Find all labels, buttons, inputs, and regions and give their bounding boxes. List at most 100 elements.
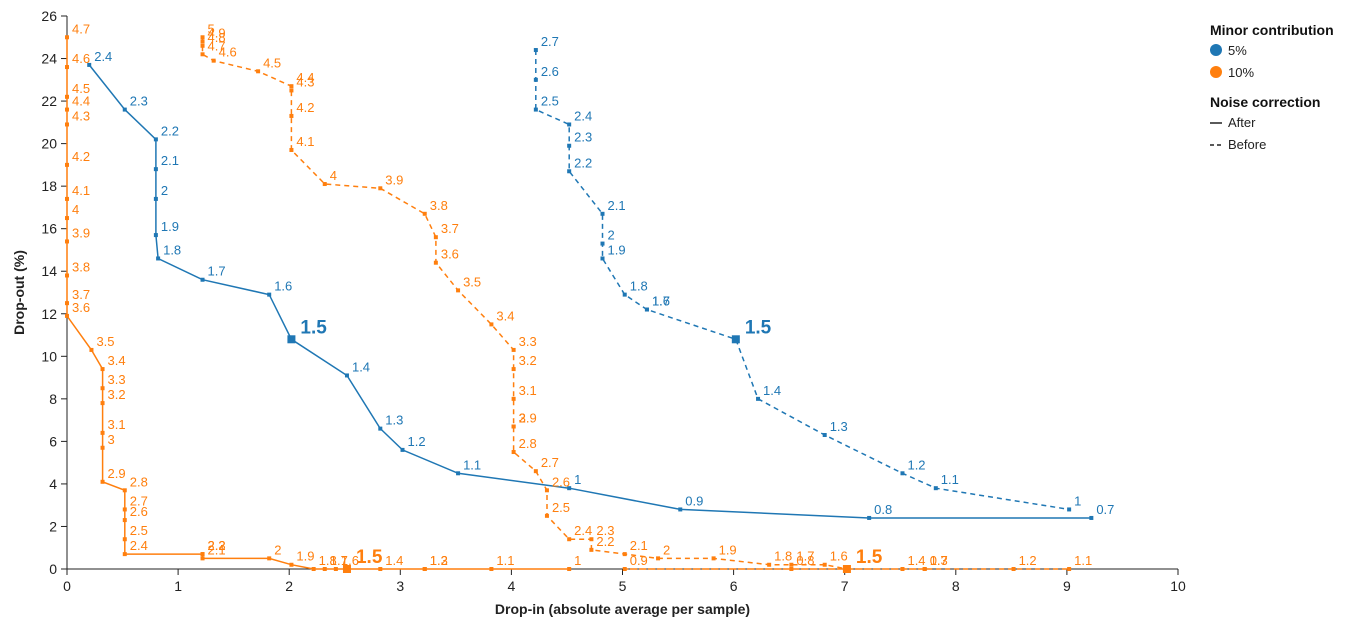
data-point: [600, 256, 605, 261]
data-label: 1.1: [1074, 553, 1092, 568]
data-label: 1.8: [630, 279, 648, 294]
data-point: [933, 486, 938, 491]
data-label: 2.1: [630, 538, 648, 553]
data-label: 2.6: [541, 64, 559, 79]
data-point: [511, 396, 516, 401]
data-point: [289, 88, 294, 93]
data-label: 2.7: [130, 493, 148, 508]
data-label: 1: [574, 553, 581, 568]
data-point: [122, 518, 127, 523]
data-label: 1.2: [1019, 553, 1037, 568]
x-tick-label: 1: [174, 578, 182, 594]
data-label: 1.7: [652, 294, 670, 309]
data-point: [511, 424, 516, 429]
data-point: [100, 479, 105, 484]
data-point: [544, 488, 549, 493]
data-point: [678, 507, 683, 512]
data-point: [311, 567, 316, 571]
data-point: [153, 196, 158, 201]
data-label: 2.7: [541, 34, 559, 49]
data-label: 3.5: [96, 334, 114, 349]
data-point: [567, 567, 572, 571]
data-point: [567, 486, 572, 491]
data-point: [344, 373, 349, 378]
data-point: [511, 367, 516, 372]
data-label: 4.8: [208, 30, 226, 45]
data-point: [1067, 507, 1072, 512]
data-point: [322, 567, 327, 571]
data-point: [489, 322, 494, 327]
data-label: 2.3: [208, 538, 226, 553]
data-label: 1.9: [161, 219, 179, 234]
data-label: 3.1: [519, 383, 537, 398]
legend-color-title: Minor contribution: [1210, 22, 1334, 38]
data-label: 1.7: [208, 264, 226, 279]
data-label: 2.3: [130, 94, 148, 109]
data-point: [533, 48, 538, 53]
x-tick-label: 4: [508, 578, 516, 594]
y-tick-label: 8: [49, 391, 57, 407]
data-label: 3.2: [519, 353, 537, 368]
data-label: 2.9: [108, 466, 126, 481]
x-tick-label: 8: [952, 578, 960, 594]
data-label: 2.3: [574, 130, 592, 145]
data-label: 2.6: [552, 474, 570, 489]
x-tick-label: 5: [619, 578, 627, 594]
data-point: [622, 552, 627, 557]
data-label: 3: [108, 432, 115, 447]
y-tick-label: 16: [41, 221, 57, 237]
x-tick-label: 3: [396, 578, 404, 594]
data-point: [65, 35, 69, 40]
data-label: 4.2: [296, 100, 314, 115]
data-label: 3.3: [519, 334, 537, 349]
data-label: 4.7: [208, 38, 226, 53]
data-label: 3.8: [430, 198, 448, 213]
data-label: 4.3: [72, 108, 90, 123]
data-point: [789, 562, 794, 567]
series-layer: 2.42.32.22.121.91.81.71.61.51.41.31.21.1…: [65, 21, 1114, 573]
data-point: [422, 567, 427, 571]
data-label: 0.7: [1096, 502, 1114, 517]
data-label: 0.9: [630, 553, 648, 568]
y-tick-label: 20: [41, 136, 57, 152]
data-point: [900, 567, 905, 571]
data-label: 2: [608, 228, 615, 243]
data-label: 1.4: [907, 553, 925, 568]
data-point: [65, 65, 69, 70]
data-point: [211, 58, 216, 63]
data-point: [65, 239, 69, 244]
data-point: [153, 137, 158, 142]
data-point: [600, 241, 605, 246]
data-label: 2.2: [161, 123, 179, 138]
data-label: 3.7: [441, 221, 459, 236]
data-point: [87, 62, 92, 67]
data-point: [65, 94, 69, 99]
data-label: 4.7: [72, 21, 90, 36]
data-label: 3.4: [496, 308, 514, 323]
data-point: [100, 401, 105, 406]
y-tick-label: 12: [41, 306, 57, 322]
legend: Minor contribution 5% 10% Noise correcti…: [1210, 22, 1334, 152]
data-label: 4.4: [296, 70, 314, 85]
data-label: 2.8: [130, 474, 148, 489]
data-label: 4.3: [296, 74, 314, 89]
y-tick-label: 6: [49, 433, 57, 449]
data-label: 3.9: [385, 172, 403, 187]
data-point: [533, 107, 538, 112]
legend-label-5pct: 5%: [1228, 43, 1247, 58]
data-point: [200, 556, 205, 561]
data-point: [433, 260, 438, 265]
data-label: 2: [663, 542, 670, 557]
data-point: [122, 107, 127, 112]
data-point: [156, 256, 161, 261]
data-label: 4.5: [72, 81, 90, 96]
x-tick-label: 9: [1063, 578, 1071, 594]
data-point: [789, 567, 794, 571]
data-label: 1.5: [356, 547, 383, 568]
data-point: [289, 147, 294, 152]
data-label: 2.9: [519, 410, 537, 425]
data-point: [200, 39, 205, 44]
data-point: [89, 347, 94, 352]
data-point: [456, 471, 461, 476]
